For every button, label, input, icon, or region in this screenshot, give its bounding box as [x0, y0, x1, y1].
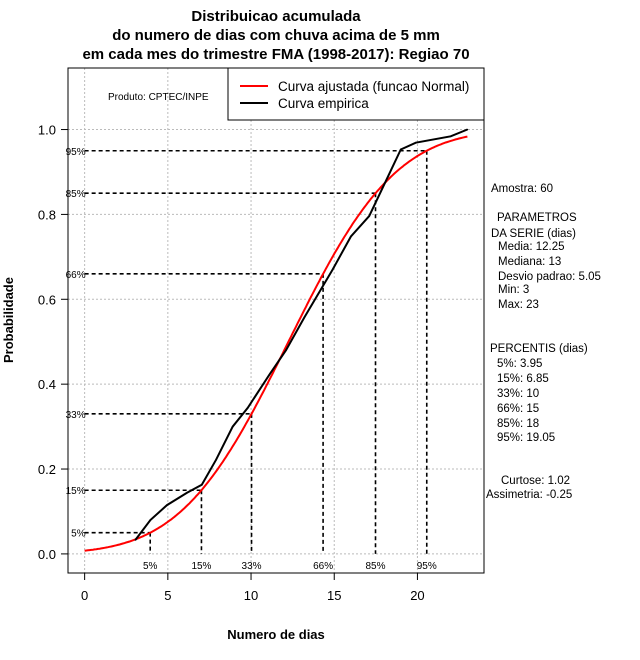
y-tick-label: 0.8	[38, 207, 56, 222]
percentile-x-label: 66%	[313, 561, 333, 572]
chart-title-line-2: do numero de dias com chuva acima de 5 m…	[112, 27, 440, 44]
x-tick-label: 20	[410, 588, 424, 603]
stat-line: 5%: 3.95	[497, 358, 542, 370]
legend: Curva ajustada (funcao Normal) Curva emp…	[227, 67, 485, 121]
stat-line: Curtose: 1.02	[501, 475, 570, 487]
percentile-x-label: 85%	[365, 561, 385, 572]
stat-line: 95%: 19.05	[497, 432, 555, 444]
x-tick-label: 10	[244, 588, 258, 603]
plot-frame	[67, 67, 485, 574]
empirical-point	[134, 539, 137, 541]
stat-line: Desvio padrao: 5.05	[498, 271, 601, 283]
series	[84, 128, 469, 552]
stat-line: Mediana: 13	[498, 256, 561, 268]
empirical-point	[246, 407, 249, 409]
stat-line: DA SERIE (dias)	[491, 228, 576, 240]
empirical-point	[285, 349, 287, 352]
percentile-x-label: 15%	[191, 561, 211, 572]
empirical-point	[303, 316, 306, 319]
chart-title-line-1: Distribuicao acumulada	[191, 8, 361, 25]
stat-line: Amostra: 60	[491, 183, 553, 195]
stat-line: 33%: 10	[497, 388, 539, 400]
x-tick-label: 0	[81, 588, 88, 603]
empirical-point	[268, 374, 271, 376]
empirical-point	[149, 519, 152, 521]
percentile-x-label: 95%	[417, 561, 437, 572]
stat-line: Media: 12.25	[498, 241, 565, 253]
x-tick-label: 15	[327, 588, 341, 603]
legend-label-empirical: Curva empirica	[278, 96, 369, 111]
percentile-y-label: 33%	[66, 410, 86, 421]
y-tick-label: 0.2	[38, 462, 56, 477]
legend-label-fitted: Curva ajustada (funcao Normal)	[278, 79, 469, 94]
percentile-x-label: 5%	[143, 561, 158, 572]
percentile-y-label: 66%	[66, 270, 86, 281]
empirical-point	[466, 128, 469, 131]
stat-line: 85%: 18	[497, 418, 539, 430]
stat-line: 66%: 15	[497, 403, 539, 415]
stat-line: PERCENTIS (dias)	[490, 343, 588, 355]
empirical-point	[331, 268, 334, 271]
empirical-point	[414, 141, 417, 144]
empirical-point	[215, 458, 217, 461]
percentile-y-label: 95%	[66, 147, 86, 158]
y-axis-label: Probabilidade	[1, 277, 16, 363]
stat-line: Assimetria: -0.25	[486, 489, 572, 501]
percentile-y-label: 85%	[66, 189, 86, 200]
stat-line: 15%: 6.85	[497, 373, 549, 385]
y-tick-label: 1.0	[38, 123, 56, 138]
percentile-lines: 5% 5% 15% 15% 33% 33% 66% 66% 85% 85% 95% 95%	[66, 147, 437, 572]
stat-line: Max: 23	[498, 299, 539, 311]
stat-line: PARAMETROS	[497, 212, 577, 224]
empirical-point	[400, 148, 402, 151]
empirical-point	[186, 491, 188, 494]
x-tick-label: 5	[164, 588, 171, 603]
axes: 0 5 10 15 20 0.0 0.2 0.4 0.6 0.8 1.0	[38, 123, 425, 603]
percentile-y-label: 15%	[66, 486, 86, 497]
percentile-x-label: 33%	[242, 561, 262, 572]
fitted-normal-curve	[84, 135, 468, 552]
empirical-point	[449, 135, 452, 138]
empirical-point	[200, 483, 203, 486]
grid	[68, 68, 484, 573]
empirical-point	[231, 425, 234, 428]
percentile-y-label: 5%	[71, 529, 86, 540]
empirical-point	[166, 504, 168, 506]
x-axis-label: Numero de dias	[227, 627, 325, 642]
empirical-point	[350, 235, 352, 238]
y-tick-label: 0.0	[38, 547, 56, 562]
credit-text: Produto: CPTEC/INPE	[108, 92, 209, 103]
empirical-point	[368, 215, 370, 217]
empirical-curve	[134, 128, 468, 541]
stat-line: Min: 3	[498, 284, 529, 296]
chart-title-line-3: em cada mes do trimestre FMA (1998-2017)…	[82, 46, 469, 63]
y-tick-label: 0.4	[38, 377, 56, 392]
y-tick-label: 0.6	[38, 292, 56, 307]
